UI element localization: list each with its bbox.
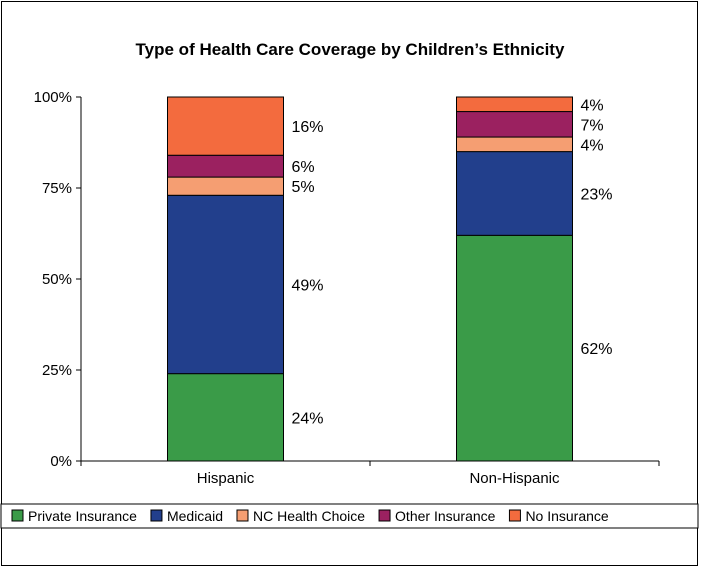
legend-swatch <box>508 509 521 522</box>
y-tick-label: 100% <box>34 89 72 106</box>
bar-segment <box>167 176 284 196</box>
legend-swatch <box>150 509 163 522</box>
data-label: 4% <box>581 137 604 154</box>
legend-label: NC Health Choice <box>253 508 365 524</box>
y-tick-label: 50% <box>42 271 72 288</box>
bar-segment <box>456 136 573 153</box>
bar-segment <box>167 154 284 178</box>
data-label: 49% <box>292 277 324 294</box>
y-tick-label: 0% <box>50 453 72 470</box>
legend: Private Insurance Medicaid NC Health Choic… <box>0 503 699 529</box>
x-category-label: Hispanic <box>197 470 255 487</box>
legend-swatch <box>378 509 391 522</box>
data-label: 6% <box>292 159 315 176</box>
chart-title: Type of Health Care Coverage by Children… <box>136 40 565 59</box>
legend-label: Private Insurance <box>28 508 137 524</box>
legend-box <box>0 503 699 529</box>
legend-label: No Insurance <box>525 508 608 524</box>
data-labels: 24% 49% 5% 6% 16% 62% 23% 4% 7% 4% <box>292 97 613 427</box>
legend-label: Medicaid <box>167 508 223 524</box>
bar-segment <box>456 96 573 113</box>
legend-swatch <box>11 509 24 522</box>
legend-swatch <box>236 509 249 522</box>
x-category-label: Non-Hispanic <box>469 470 560 487</box>
data-label: 62% <box>581 341 613 358</box>
data-label: 5% <box>292 179 315 196</box>
bar-segment <box>456 111 573 138</box>
data-label: 4% <box>581 97 604 114</box>
legend-label: Other Insurance <box>395 508 496 524</box>
data-label: 23% <box>581 186 613 203</box>
bar-segment <box>167 96 284 156</box>
bar-segment <box>456 151 573 236</box>
bars <box>167 96 573 462</box>
data-label: 24% <box>292 410 324 427</box>
y-tick-label: 75% <box>42 180 72 197</box>
bar-segment <box>167 194 284 375</box>
bar-segment <box>456 234 573 462</box>
y-tick-label: 25% <box>42 362 72 379</box>
bar-segment <box>167 373 284 462</box>
data-label: 7% <box>581 117 604 134</box>
data-label: 16% <box>292 119 324 136</box>
